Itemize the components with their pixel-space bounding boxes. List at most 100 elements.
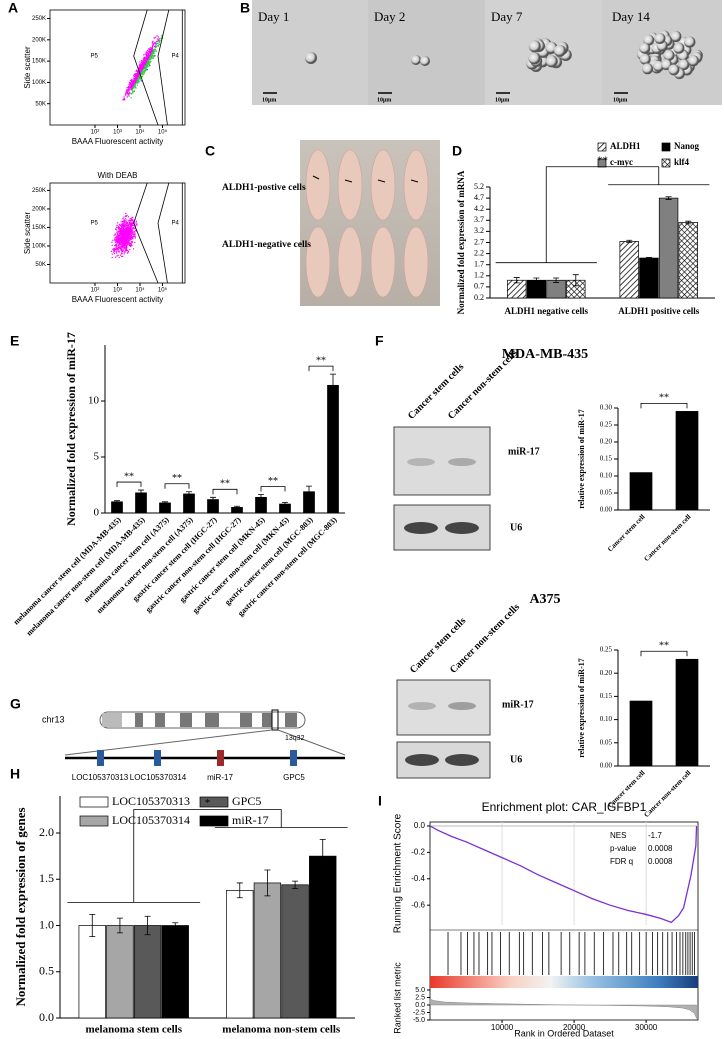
error-bar — [292, 880, 299, 889]
event-dot — [145, 52, 147, 54]
event-dot — [124, 251, 126, 253]
event-dot — [139, 76, 141, 78]
event-dot — [117, 248, 119, 250]
significance-label: ** — [268, 476, 278, 487]
event-dot — [124, 93, 127, 95]
panel-label: C — [205, 143, 215, 159]
event-dot — [122, 251, 124, 253]
event-dot — [157, 39, 159, 42]
error-bar — [258, 494, 264, 501]
event-dot — [125, 247, 127, 249]
event-dot — [121, 220, 124, 223]
event-dot — [120, 227, 123, 229]
event-dot — [123, 225, 125, 227]
event-dot — [115, 246, 117, 248]
event-dot — [146, 54, 148, 56]
event-dot — [117, 240, 120, 242]
event-dot — [127, 239, 129, 241]
event-dot — [112, 239, 114, 241]
event-dot — [129, 240, 131, 242]
event-dot — [136, 75, 138, 77]
event-dot — [118, 245, 120, 247]
event-dot — [124, 228, 127, 230]
y-tick-label: 1.5 — [39, 871, 54, 885]
event-dot — [111, 256, 113, 259]
event-dot — [150, 48, 152, 50]
event-dot — [116, 229, 118, 231]
event-dot — [134, 233, 136, 235]
event-dot — [148, 64, 150, 66]
error-bar — [572, 274, 579, 287]
y-tick-label: 200K — [32, 37, 46, 43]
event-dot — [120, 241, 122, 243]
event-dot — [144, 62, 146, 64]
event-dot — [122, 224, 124, 226]
event-dot — [128, 87, 130, 89]
event-dot — [129, 230, 131, 232]
event-dot — [158, 43, 160, 45]
event-dot — [154, 50, 156, 52]
event-dot — [132, 221, 134, 223]
event-dot — [154, 45, 156, 48]
event-dot — [128, 90, 130, 92]
y-tick-label: 150K — [32, 59, 46, 65]
y-tick-label: 0.00 — [600, 762, 613, 770]
event-dot — [136, 78, 138, 80]
plot-frame — [429, 821, 699, 1021]
panel-label: H — [10, 766, 20, 782]
event-dot — [132, 227, 134, 229]
event-dot — [113, 251, 115, 253]
event-dot — [124, 94, 127, 96]
significance-bracket — [164, 483, 190, 489]
event-dot — [134, 231, 136, 233]
legend-label: miR-17 — [232, 813, 269, 827]
x-tick-label: ALDH1 positive cells — [618, 306, 699, 316]
event-dot — [120, 225, 123, 227]
y-tick-label: 2.7 — [474, 237, 484, 246]
event-dot — [140, 64, 142, 66]
event-dot — [126, 243, 128, 245]
event-dot — [121, 239, 123, 241]
event-dot — [122, 221, 125, 223]
event-dot — [146, 65, 148, 67]
error-bar — [665, 196, 672, 200]
y-tick-label: 1.7 — [474, 260, 484, 269]
band — [407, 458, 435, 466]
event-dot — [134, 82, 136, 85]
legend-swatch — [661, 158, 671, 168]
event-dot — [135, 75, 137, 77]
event-dot — [122, 217, 124, 219]
event-dot — [126, 223, 129, 225]
event-dot — [132, 233, 134, 235]
legend-swatch — [661, 142, 671, 152]
event-dot — [149, 48, 151, 50]
event-dot — [126, 238, 128, 241]
event-dot — [126, 92, 128, 95]
y-tick-label: 4.2 — [474, 204, 484, 213]
event-dot — [151, 57, 153, 59]
event-dot — [144, 69, 146, 72]
cell — [668, 64, 680, 76]
gene-label: miR-17 — [207, 773, 233, 782]
event-dot — [147, 57, 149, 59]
event-dot — [151, 53, 153, 56]
event-dot — [160, 35, 163, 37]
cell — [411, 55, 421, 65]
event-dot — [132, 81, 134, 83]
event-dot — [144, 70, 146, 72]
event-dot — [129, 85, 131, 87]
event-dot — [118, 227, 120, 229]
event-dot — [145, 68, 147, 71]
y-axis-label: relative expression of miR-17 — [577, 658, 586, 757]
event-dot — [134, 78, 136, 80]
event-dot — [127, 240, 130, 242]
event-dot — [152, 40, 154, 42]
event-dot — [150, 58, 152, 60]
event-dot — [129, 223, 131, 226]
event-dot — [133, 234, 135, 236]
event-dot — [128, 95, 131, 97]
legend-label: LOC105370314 — [112, 813, 190, 827]
event-dot — [124, 226, 126, 228]
event-dot — [120, 251, 123, 253]
event-dot — [124, 233, 126, 235]
